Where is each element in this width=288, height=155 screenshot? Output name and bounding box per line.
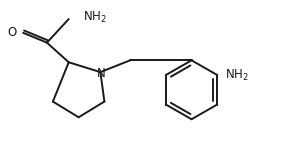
Text: O: O [7, 26, 16, 39]
Text: N: N [97, 67, 106, 80]
Text: NH$_2$: NH$_2$ [83, 10, 106, 25]
Text: NH$_2$: NH$_2$ [225, 67, 249, 83]
